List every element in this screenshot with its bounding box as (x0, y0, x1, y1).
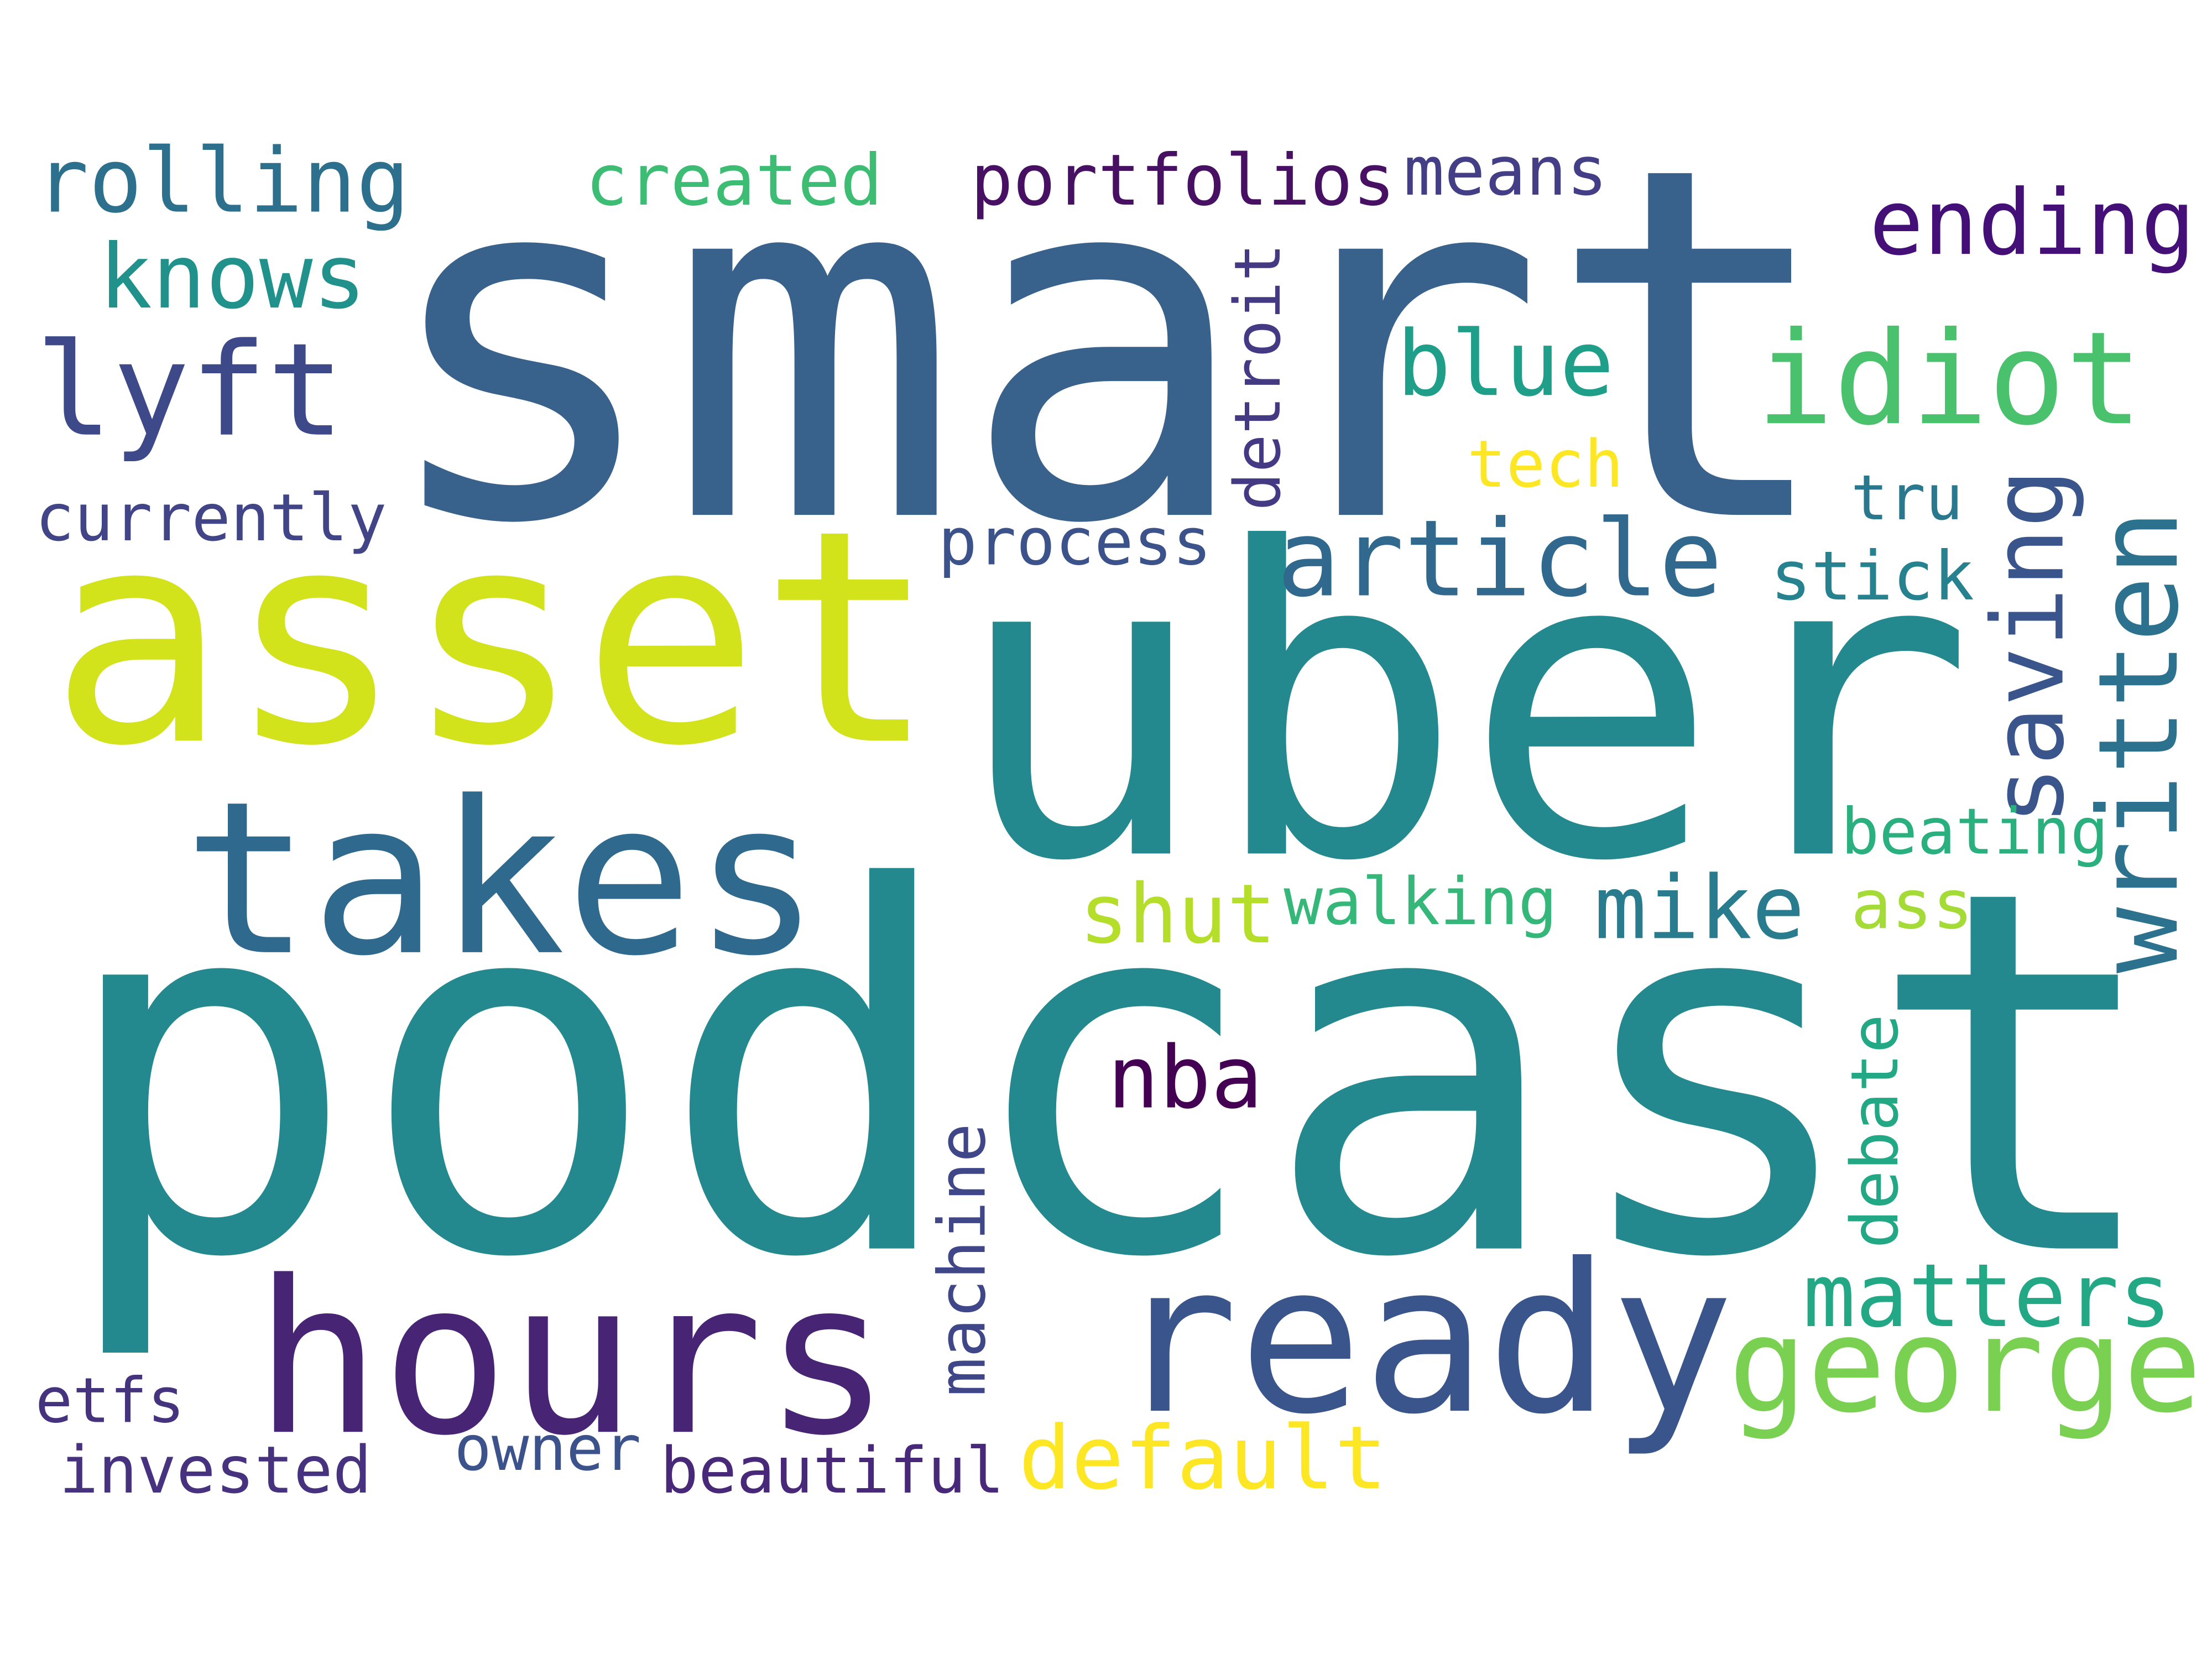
word: detroit (1221, 243, 1295, 511)
word: article (1277, 498, 1723, 621)
word: blue (1397, 311, 1614, 416)
word: george (1728, 1289, 2202, 1442)
word: stick (1771, 536, 1975, 615)
word: ready (1114, 1219, 1734, 1459)
word: uber (952, 460, 1975, 954)
word: podcast (56, 784, 2167, 1367)
word: walking (1284, 864, 1557, 940)
word: beautiful (660, 1434, 1004, 1508)
word: ending (1869, 170, 2195, 275)
word: hours (254, 1236, 891, 1482)
word: knows (99, 225, 367, 328)
word: tech (1467, 426, 1624, 502)
word: saving (1971, 468, 2086, 825)
word: tru (1851, 462, 1963, 534)
word: process (938, 504, 1211, 580)
word: ass (1851, 865, 1973, 945)
word: created (586, 140, 883, 222)
word: beating (1841, 795, 2109, 869)
word: mike (1594, 857, 1805, 959)
word: takes (184, 757, 821, 1003)
word: portfolios (971, 140, 1395, 222)
word: default (1019, 1407, 1387, 1509)
word: machine (925, 1123, 1000, 1396)
word: etfs (35, 1365, 185, 1437)
word: rolling (35, 129, 410, 233)
word: asset (49, 467, 937, 810)
word: idiot (1756, 304, 2143, 453)
word: matters (1803, 1245, 2172, 1347)
word: currently (35, 480, 387, 556)
word: means (1404, 132, 1608, 211)
word: invested (59, 1432, 372, 1508)
word: lyft (35, 316, 345, 465)
word: owner (454, 1413, 641, 1485)
word: shut (1079, 867, 1276, 962)
word: smart (374, 63, 1839, 630)
word: written (2074, 510, 2203, 974)
word: debate (1837, 1014, 1913, 1249)
word: nba (1108, 1028, 1263, 1128)
